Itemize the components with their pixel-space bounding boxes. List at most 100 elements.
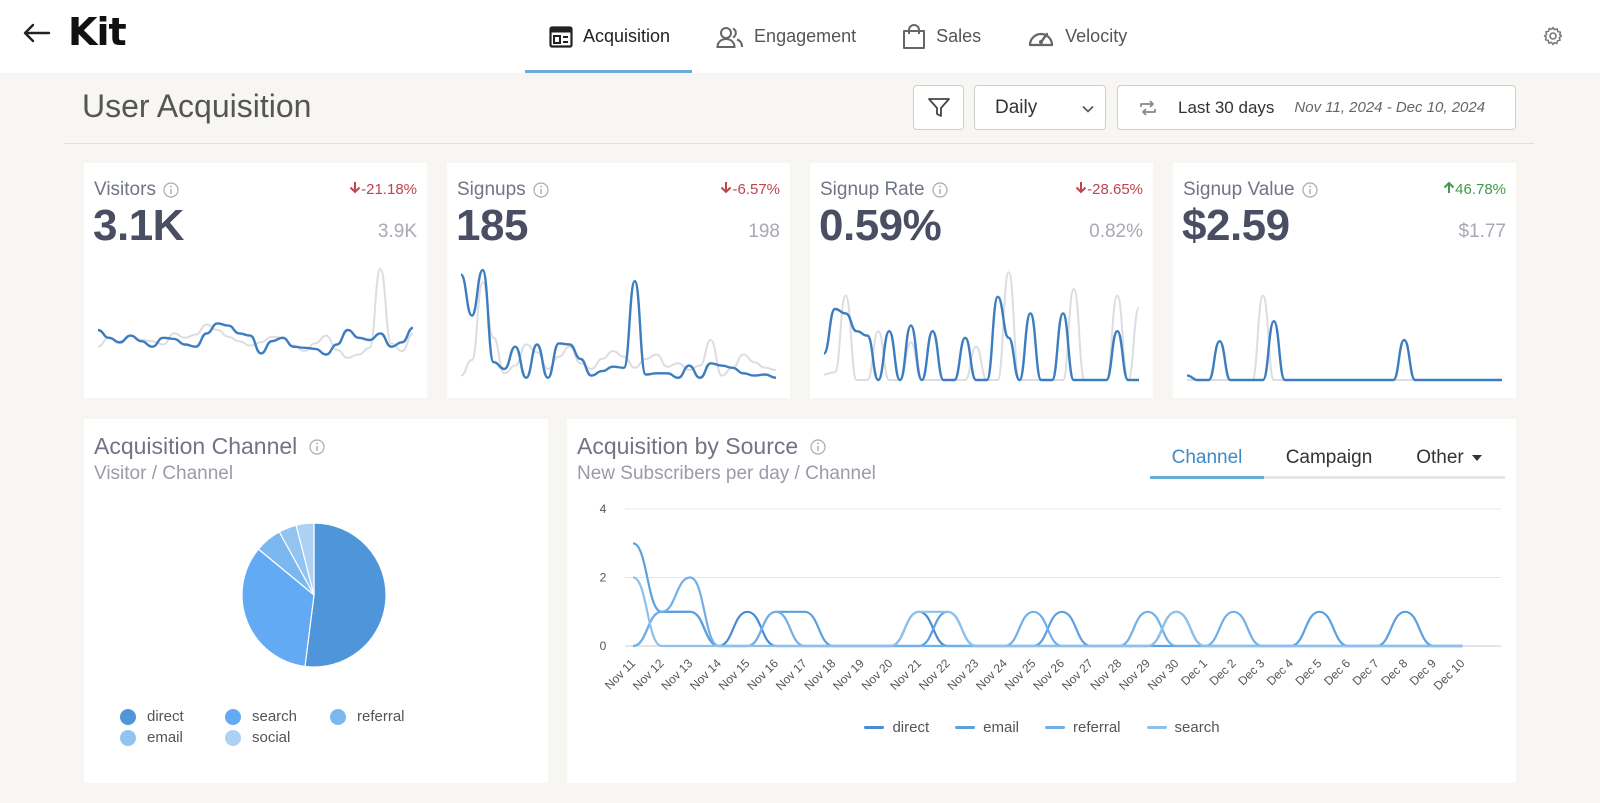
header-divider [64, 143, 1534, 144]
filter-button[interactable] [913, 85, 964, 130]
legend-item-social[interactable]: social [225, 727, 290, 748]
info-icon[interactable] [810, 438, 826, 455]
kpi-label: Signups [457, 179, 526, 200]
kpi-previous: 198 [748, 221, 780, 242]
back-arrow-icon[interactable] [20, 16, 54, 50]
top-navigation: Kit Acquisition Engagement Sales Velocit… [0, 0, 1600, 73]
x-tick-label: Nov 25 [1002, 656, 1039, 693]
sparkline [97, 267, 414, 359]
card-subtitle: Visitor / Channel [94, 463, 234, 484]
info-icon[interactable] [533, 182, 549, 198]
y-tick-label: 0 [600, 639, 607, 653]
filter-icon [927, 97, 951, 119]
x-tick-label: Dec 4 [1264, 656, 1296, 688]
acquisition-source-card: Acquisition by Source New Subscribers pe… [567, 419, 1516, 783]
tab-channel[interactable]: Channel [1150, 439, 1264, 479]
sparkline-previous [460, 281, 777, 377]
x-tick-label: Dec 10 [1431, 656, 1468, 693]
dashboard-icon [549, 25, 573, 48]
x-tick-label: Nov 16 [744, 656, 781, 693]
arrow-down-icon [349, 181, 361, 198]
channel-pie-chart [241, 522, 387, 668]
info-icon[interactable] [309, 438, 325, 455]
kpi-value: 3.1K [93, 201, 184, 250]
x-tick-label: Dec 1 [1178, 656, 1210, 688]
acquisition-channel-card: Acquisition Channel Visitor / Channel di… [84, 419, 548, 783]
legend-item-email[interactable]: email [120, 727, 225, 748]
series-line-referral [632, 576, 1463, 648]
period-select[interactable]: Daily [974, 85, 1106, 130]
kpi-value: 185 [456, 201, 528, 250]
tab-other[interactable]: Other [1394, 439, 1505, 476]
tab-velocity[interactable]: Velocity [1003, 0, 1149, 73]
x-tick-label: Nov 29 [1116, 656, 1153, 693]
kpi-previous: 0.82% [1089, 221, 1143, 242]
kpi-value: $2.59 [1182, 201, 1290, 250]
legend-dot [120, 708, 136, 725]
info-icon[interactable] [1302, 182, 1318, 198]
kpi-change: -6.57% [732, 181, 780, 198]
kpi-previous: 3.9K [377, 221, 417, 242]
x-tick-label: Nov 24 [973, 656, 1010, 693]
x-tick-label: Nov 17 [773, 656, 810, 693]
info-icon[interactable] [163, 182, 179, 198]
x-tick-label: Dec 5 [1292, 656, 1324, 688]
kpi-change: 46.78% [1455, 181, 1506, 198]
chevron-down-icon [1081, 100, 1095, 122]
range-label: Last 30 days [1178, 97, 1275, 117]
legend-swatch [864, 726, 885, 729]
legend-dot [225, 729, 241, 746]
x-tick-label: Nov 18 [802, 656, 839, 693]
gear-icon[interactable] [1543, 26, 1565, 48]
source-tabs: Channel Campaign Other [1150, 439, 1505, 479]
caret-down-icon [1471, 454, 1483, 462]
x-tick-label: Nov 30 [1145, 656, 1182, 693]
legend-swatch [1045, 726, 1065, 729]
kpi-value: 0.59% [819, 201, 942, 250]
kpi-card-signup-rate: Signup Rate -28.65% 0.59% 0.82% [810, 163, 1153, 398]
sparkline-current [1186, 319, 1502, 382]
info-icon[interactable] [931, 182, 948, 198]
x-tick-label: Nov 19 [830, 656, 867, 693]
legend-item-direct[interactable]: direct [864, 719, 929, 736]
legend-item-direct[interactable]: direct [120, 706, 225, 727]
card-subtitle: New Subscribers per day / Channel [577, 463, 876, 484]
kpi-card-signups: Signups -6.57% 185 198 [447, 163, 790, 398]
tab-label: Velocity [1065, 26, 1128, 46]
kpi-label: Signup Value [1183, 179, 1295, 200]
kpi-label: Visitors [94, 179, 156, 200]
date-range-picker[interactable]: Last 30 days Nov 11, 2024 - Dec 10, 2024 [1117, 85, 1516, 130]
tab-campaign[interactable]: Campaign [1285, 446, 1373, 468]
tab-engagement[interactable]: Engagement [692, 0, 878, 73]
arrow-up-icon [1443, 181, 1455, 198]
x-tick-label: Nov 14 [687, 656, 724, 693]
kpi-card-signup-value: Signup Value 46.78% $2.59 $1.77 [1173, 163, 1516, 398]
x-tick-label: Nov 13 [659, 656, 696, 693]
kpi-label: Signup Rate [820, 179, 925, 200]
pie-slice-social [295, 522, 315, 596]
tab-label: Sales [936, 26, 982, 46]
legend-item-referral[interactable]: referral [1045, 719, 1121, 736]
repeat-icon [1138, 99, 1158, 117]
legend-item-search[interactable]: search [225, 706, 330, 727]
legend-item-referral[interactable]: referral [330, 706, 405, 727]
x-tick-label: Dec 6 [1321, 656, 1353, 688]
sparkline [822, 271, 1140, 382]
tab-acquisition[interactable]: Acquisition [525, 0, 693, 73]
range-dates: Nov 11, 2024 - Dec 10, 2024 [1294, 99, 1486, 116]
legend-dot [225, 708, 241, 725]
main-tabs: Acquisition Engagement Sales Velocity [525, 0, 1149, 73]
y-tick-label: 2 [600, 571, 607, 585]
series-line-search [632, 576, 1463, 648]
legend-item-email[interactable]: email [955, 719, 1019, 736]
kit-logo[interactable]: Kit [68, 10, 127, 54]
x-tick-label: Dec 3 [1235, 656, 1267, 688]
x-tick-label: Nov 28 [1088, 656, 1125, 693]
tab-sales[interactable]: Sales [878, 0, 1003, 73]
sparkline-current [97, 322, 414, 356]
y-tick-label: 4 [600, 502, 607, 516]
legend-item-search[interactable]: search [1146, 719, 1220, 736]
period-value: Daily [995, 96, 1038, 118]
kpi-card-visitors: Visitors -21.18% 3.1K 3.9K [84, 163, 427, 398]
